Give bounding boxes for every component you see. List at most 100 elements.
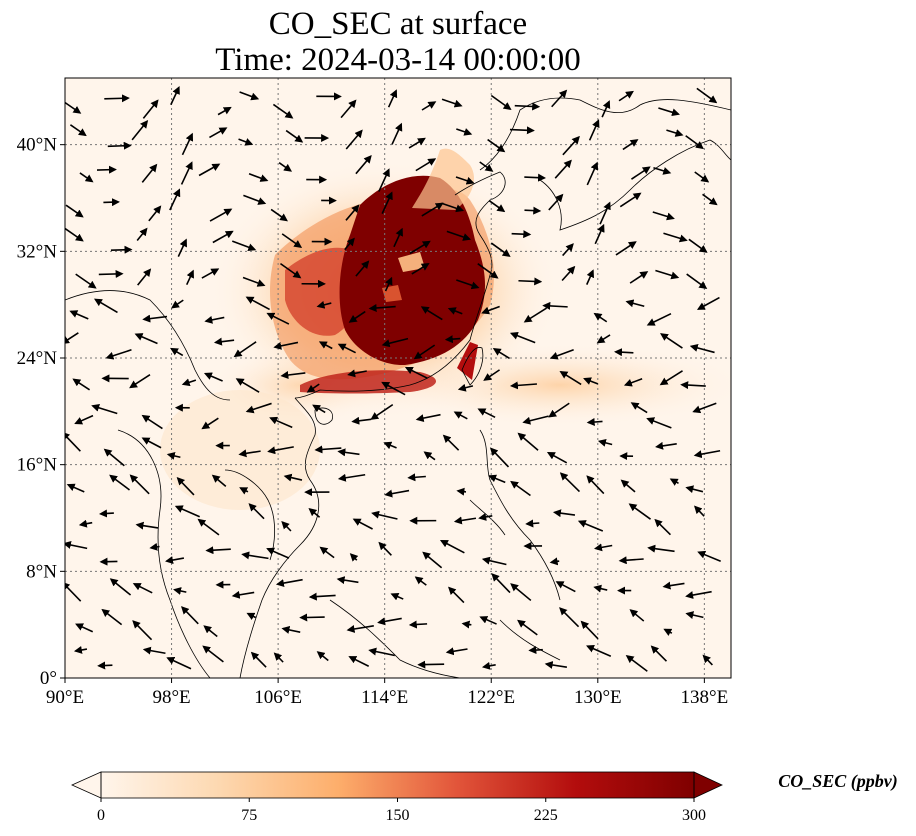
wind-arrow — [355, 155, 372, 175]
coastline-northeast-asia — [479, 97, 731, 171]
wind-arrow — [702, 654, 713, 666]
wind-arrow — [235, 378, 260, 393]
colorbar-tick-label: 0 — [97, 807, 105, 824]
plume-core — [339, 175, 486, 366]
wind-arrow — [517, 432, 539, 451]
wind-arrow — [625, 299, 645, 308]
wind-arrow — [239, 91, 260, 101]
wind-arrow — [524, 173, 547, 182]
wind-arrow — [65, 581, 82, 602]
wind-arrow — [685, 590, 712, 599]
x-tick-label: 122°E — [467, 687, 515, 708]
wind-arrow — [601, 100, 611, 118]
coastline-borneo — [329, 599, 561, 678]
wind-arrow — [348, 656, 370, 667]
wind-arrow — [489, 447, 510, 468]
wind-arrow — [586, 475, 605, 495]
wind-arrow — [456, 128, 473, 136]
coastline-taiwan — [461, 347, 484, 386]
wind-arrow — [233, 341, 257, 358]
wind-arrow — [407, 473, 426, 482]
wind-arrow — [238, 449, 261, 458]
wind-arrow — [441, 98, 463, 108]
wind-arrow — [337, 448, 360, 457]
wind-arrow — [421, 101, 437, 111]
wind-arrow — [593, 584, 608, 593]
wind-arrow — [562, 243, 574, 257]
wind-arrow — [337, 473, 366, 482]
wind-arrow — [201, 268, 220, 279]
wind-arrow — [686, 273, 708, 290]
wind-arrow — [509, 381, 538, 390]
wind-arrow — [549, 557, 560, 566]
wind-arrow — [165, 556, 185, 564]
wind-arrow — [413, 344, 436, 360]
wind-arrow — [477, 408, 496, 419]
wind-arrow — [246, 612, 257, 621]
wind-arrow — [370, 403, 394, 420]
wind-arrow — [69, 124, 87, 137]
wind-arrow — [456, 487, 467, 496]
wind-arrow — [141, 414, 163, 430]
wind-arrow — [653, 166, 672, 175]
wind-arrow — [478, 512, 493, 521]
wind-arrow — [217, 106, 232, 116]
wind-arrow — [96, 165, 117, 174]
wind-arrow — [316, 651, 329, 662]
wind-arrow — [245, 402, 272, 414]
title-line-1: CO_SEC at surface — [268, 6, 528, 42]
wind-arrow — [384, 276, 393, 292]
map-panel — [64, 77, 732, 679]
wind-arrow — [166, 452, 181, 460]
wind-arrow — [646, 417, 672, 429]
y-tick-label: 8°N — [26, 561, 57, 582]
wind-arrow — [446, 230, 472, 241]
wind-arrow — [629, 609, 645, 622]
wind-arrow — [517, 619, 538, 636]
wind-arrow — [623, 378, 643, 387]
wind-arrow — [685, 485, 704, 494]
wind-arrow — [65, 101, 82, 114]
wind-arrow — [693, 505, 705, 517]
wind-arrow — [692, 402, 717, 414]
wind-arrow — [239, 487, 249, 495]
wind-arrow — [173, 587, 187, 595]
wind-arrow — [483, 369, 500, 381]
wind-arrow — [107, 141, 132, 150]
wind-arrow — [69, 310, 89, 320]
wind-arrow — [655, 441, 677, 450]
wind-arrow — [134, 333, 158, 345]
wind-arrow — [205, 546, 231, 555]
wind-arrow — [283, 473, 303, 482]
wind-arrow — [109, 578, 132, 596]
wind-arrow — [273, 341, 299, 350]
wind-arrow — [442, 434, 460, 451]
wind-arrow — [659, 370, 683, 386]
wind-arrow — [149, 542, 160, 551]
wind-arrow — [98, 509, 114, 518]
wind-arrow — [336, 576, 359, 585]
wind-arrow — [170, 347, 184, 357]
wind-arrow — [306, 383, 320, 393]
wind-arrow — [411, 263, 430, 275]
wind-arrow — [348, 310, 366, 323]
wind-arrow — [477, 263, 499, 279]
wind-arrow — [510, 583, 532, 602]
plume-core-hole — [398, 252, 425, 272]
coastline-indochina — [239, 397, 319, 678]
wind-arrow — [491, 573, 511, 594]
wind-arrow — [383, 441, 397, 450]
wind-arrow — [696, 87, 718, 104]
wind-arrow — [625, 655, 648, 672]
wind-arrow — [73, 646, 88, 654]
wind-arrow — [481, 556, 507, 566]
wind-arrow — [488, 200, 506, 213]
coastline-malay-west — [117, 429, 211, 678]
wind-arrow — [78, 519, 93, 528]
x-tick-label: 114°E — [361, 687, 408, 708]
wind-arrow — [345, 129, 363, 150]
coastline-china-east — [294, 171, 506, 399]
coastline-hainan — [314, 407, 333, 425]
wind-arrow — [347, 369, 367, 378]
wind-arrow — [281, 520, 292, 532]
